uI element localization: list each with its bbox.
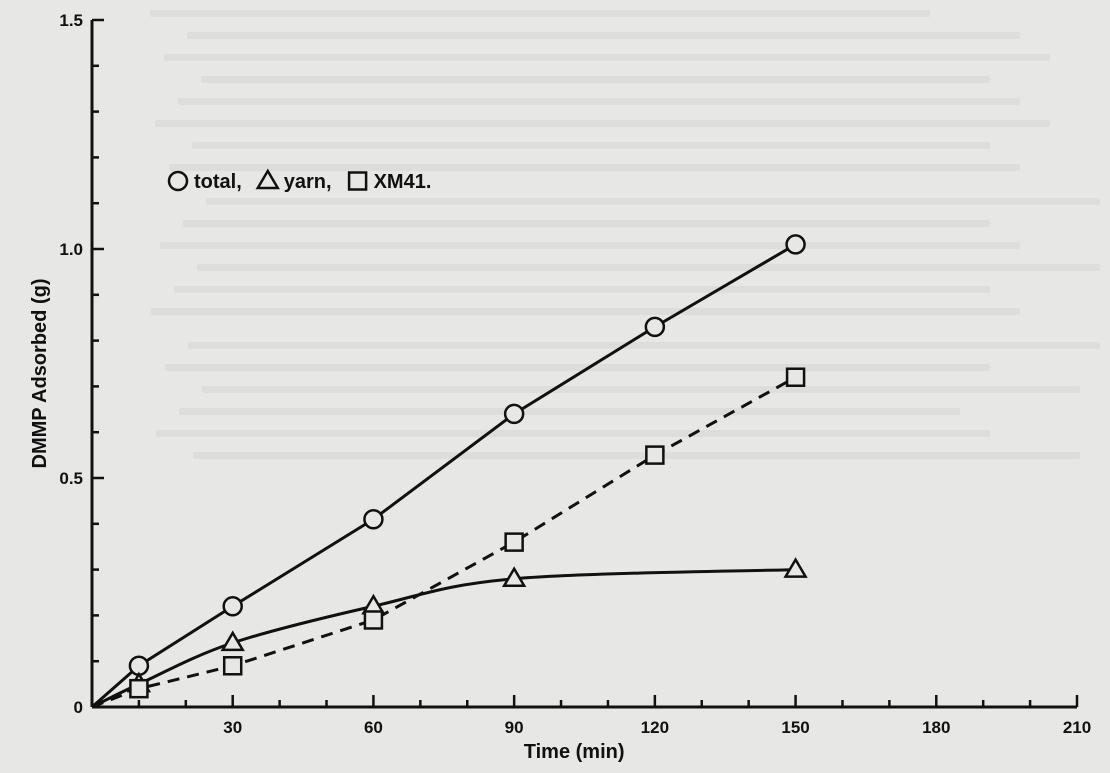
- legend-label-1: yarn,: [284, 171, 332, 193]
- bleed-line: [183, 220, 990, 227]
- series-2: [91, 367, 806, 709]
- legend-label-0: total,: [194, 171, 242, 193]
- data-point-circle: [222, 595, 243, 617]
- series-0: [91, 234, 806, 709]
- legend: total, yarn, XM41.: [167, 168, 432, 193]
- x-axis-title: Time (min): [524, 741, 625, 763]
- bleed-line: [201, 76, 990, 83]
- legend-marker-circle: [167, 170, 189, 192]
- bleed-line: [178, 98, 1020, 105]
- y-tick-label: 0: [74, 698, 83, 717]
- bleed-line: [192, 142, 990, 149]
- y-tick-label: 1.5: [59, 11, 83, 30]
- bleed-line: [169, 164, 1020, 171]
- legend-marker-square: [347, 171, 368, 191]
- data-point-square: [504, 532, 524, 552]
- bleed-line: [202, 386, 1080, 393]
- data-point-triangle: [501, 566, 527, 588]
- bleed-line: [206, 198, 1100, 205]
- x-tick-label: 60: [364, 718, 383, 737]
- bleed-line: [188, 342, 1100, 349]
- x-tick-label: 210: [1063, 718, 1091, 737]
- data-point-circle: [363, 508, 384, 530]
- legend-marker-triangle: [255, 168, 280, 190]
- y-tick-label: 1.0: [59, 240, 83, 259]
- x-tick-label: 30: [223, 718, 242, 737]
- data-point-square: [129, 678, 149, 699]
- bleed-line: [155, 120, 1050, 127]
- bleed-line: [151, 308, 1020, 315]
- bleed-line: [160, 242, 1020, 249]
- data-point-square: [645, 445, 665, 465]
- bleed-line: [174, 286, 990, 293]
- data-point-square: [785, 367, 806, 387]
- x-tick-label: 120: [641, 718, 669, 737]
- data-point-square: [222, 656, 243, 676]
- legend-label-2: XM41.: [374, 171, 432, 193]
- bleed-line: [165, 364, 990, 371]
- data-point-circle: [644, 316, 666, 338]
- bleed-line: [156, 430, 990, 437]
- axes: 0 0.5 1.0 1.5 30 60 90 120 150 180 210 Time (min) DM…: [29, 11, 1091, 763]
- data-point-triangle: [783, 557, 808, 578]
- bleed-line: [150, 10, 930, 17]
- data-point-square: [363, 610, 384, 630]
- y-axis-title: DMMP Adsorbed (g): [29, 279, 51, 469]
- x-tick-label: 180: [922, 718, 950, 737]
- bleed-line: [193, 452, 1080, 459]
- bleed-line: [197, 264, 1100, 271]
- data-point-triangle: [220, 630, 245, 652]
- x-tick-label: 90: [505, 718, 524, 737]
- data-point-circle: [785, 234, 806, 255]
- series-layer: [91, 234, 808, 709]
- bleed-line: [187, 32, 1020, 39]
- bleed-line: [164, 54, 1050, 61]
- bleed-line: [179, 408, 960, 415]
- data-point-circle: [503, 403, 525, 425]
- y-tick-label: 0.5: [59, 469, 83, 488]
- x-tick-label: 150: [781, 718, 809, 737]
